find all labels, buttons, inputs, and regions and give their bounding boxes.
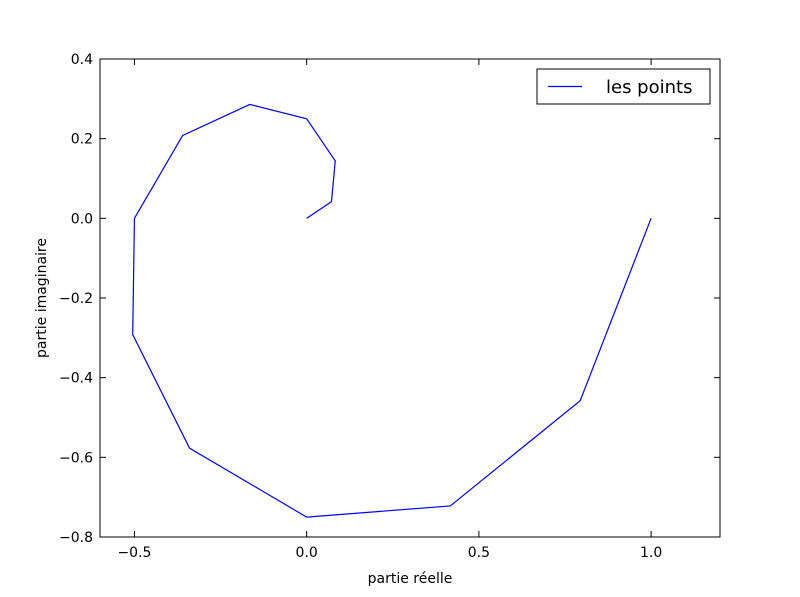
x-axis-label: partie réelle <box>368 571 453 587</box>
y-tick-label: −0.4 <box>59 371 93 387</box>
plot-layer <box>132 103 652 518</box>
y-tick-label: −0.8 <box>59 530 93 546</box>
y-tick-label: −0.6 <box>59 450 93 466</box>
ticks-layer: −0.5 0.0 0.5 1.0 0.4 0.2 0.0 −0.2 −0.4 −0.6 −0.8 <box>59 52 720 561</box>
y-tick-label: 0.4 <box>71 52 93 68</box>
x-tick-label: 1.0 <box>640 545 662 561</box>
y-axis-label: partie imaginaire <box>34 238 50 358</box>
y-tick-label: −0.2 <box>59 291 93 307</box>
x-tick-label: 0.5 <box>468 545 490 561</box>
y-tick-label: 0.0 <box>71 211 93 227</box>
legend-label: les points <box>606 77 692 98</box>
x-tick-label: −0.5 <box>117 545 151 561</box>
series-line <box>132 103 652 518</box>
plot-frame <box>99 58 721 538</box>
y-tick-label: 0.2 <box>71 132 93 148</box>
x-tick-label: 0.0 <box>296 545 318 561</box>
legend: les points <box>536 68 711 105</box>
